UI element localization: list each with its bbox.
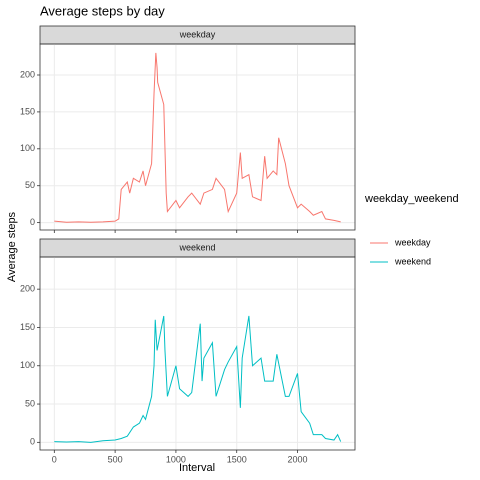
y-tick-label: 100 [20,360,35,370]
y-tick-label: 0 [30,437,35,447]
chart-title: Average steps by day [40,3,165,18]
series-line [54,52,341,223]
x-tick-label: 2000 [287,454,307,464]
x-tick-label: 1000 [166,454,186,464]
x-axis-title: Interval [179,462,215,474]
x-tick-label: 500 [108,454,123,464]
series-line [54,315,342,443]
x-tick-label: 1500 [227,454,247,464]
y-tick-label: 100 [20,143,35,153]
strip-label: weekend [178,242,215,252]
legend-label: weekday [394,237,431,247]
y-tick-label: 50 [25,398,35,408]
y-axis-title: Average steps [6,211,18,282]
y-tick-label: 50 [25,180,35,190]
y-tick-label: 150 [20,322,35,332]
strip-label: weekday [179,29,216,39]
panel-border [39,43,356,231]
y-tick-label: 0 [30,217,35,227]
legend-title: weekday_weekend [364,193,459,205]
legend-label: weekend [394,256,431,266]
y-tick-label: 150 [20,106,35,116]
y-tick-label: 200 [20,69,35,79]
y-tick-label: 200 [20,284,35,294]
panel-border [39,256,356,451]
x-tick-label: 0 [52,454,57,464]
